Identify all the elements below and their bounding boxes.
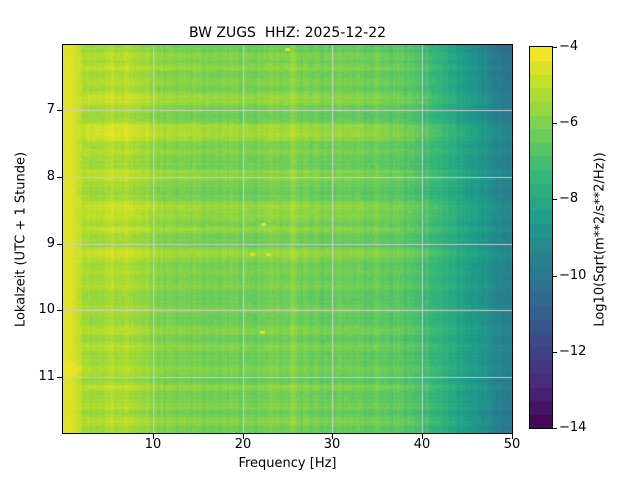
x-tick-label: 30 (323, 437, 341, 452)
x-tick-mark (512, 434, 513, 439)
colorbar-tick-mark (553, 276, 557, 277)
plot-title: BW ZUGS HHZ: 2025-12-22 (188, 25, 387, 41)
y-tick-label: 8 (46, 169, 55, 184)
colorbar-tick-label: −14 (559, 420, 587, 435)
colorbar-label: Log10(Sqrt(m**2/s**2/Hz)) (592, 152, 608, 327)
colorbar-tick-mark (553, 199, 557, 200)
colorbar-tick-mark (553, 47, 557, 48)
y-tick-label: 10 (38, 302, 55, 317)
colorbar-tick-mark (553, 352, 557, 353)
colorbar-tick-mark (553, 123, 557, 124)
x-tick-label: 10 (144, 437, 162, 452)
colorbar-tick-mark (553, 428, 557, 429)
colorbar-canvas (530, 47, 552, 428)
plot-border (62, 44, 513, 434)
y-tick-mark (57, 110, 62, 111)
y-tick-mark (57, 177, 62, 178)
x-tick-label: 50 (503, 437, 521, 452)
x-tick-mark (422, 434, 423, 439)
y-tick-label: 7 (46, 102, 55, 117)
x-tick-mark (153, 434, 154, 439)
x-tick-mark (332, 434, 333, 439)
colorbar-tick-label: −6 (559, 115, 579, 130)
x-tick-mark (243, 434, 244, 439)
y-tick-label: 11 (38, 369, 55, 384)
spectrogram-canvas (63, 45, 512, 433)
x-axis-label: Frequency [Hz] (238, 456, 337, 471)
y-tick-mark (57, 377, 62, 378)
colorbar-tick-label: −10 (559, 268, 587, 283)
x-tick-label: 40 (413, 437, 431, 452)
y-tick-mark (57, 244, 62, 245)
colorbar-tick-label: −8 (559, 191, 579, 206)
colorbar-tick-label: −12 (559, 344, 587, 359)
colorbar-border (529, 46, 553, 429)
x-tick-label: 20 (234, 437, 252, 452)
y-tick-label: 9 (46, 236, 55, 251)
y-tick-mark (57, 310, 62, 311)
colorbar-tick-label: −4 (559, 39, 579, 54)
